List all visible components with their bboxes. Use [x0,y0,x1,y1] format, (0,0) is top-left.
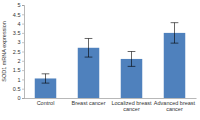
y-tick-label: 1 [17,77,20,83]
y-tick-mark [22,98,24,99]
y-axis: 0 0.5 1 1.5 2 2.5 3 3.5 4 4.5 5 [13,2,25,101]
y-tick-mark [22,42,24,43]
y-tick-mark [22,61,24,62]
y-tick: 4 [17,21,24,27]
y-tick-label: 3.5 [13,30,21,36]
y-tick-mark [22,89,24,90]
y-tick-label: 1.5 [13,67,21,73]
x-axis: Control Breast cancer Localized breastcanc… [25,98,197,112]
y-tick: 1 [17,77,24,83]
y-tick-mark [22,14,24,15]
x-tick-label: Localized breastcancer [111,100,152,112]
y-tick: 2.5 [13,49,24,55]
y-tick: 3 [17,39,24,45]
error-bar [42,74,50,83]
error-bar [85,38,93,57]
error-bar-line [42,74,50,83]
error-bar-line [171,23,179,43]
y-tick-mark [22,79,24,80]
x-tick: Control [37,98,55,106]
x-tick-label: Control [37,100,55,106]
y-tick-label: 5 [17,2,20,8]
y-tick: 2 [17,58,24,64]
y-tick: 1.5 [13,67,24,73]
error-bar-line [85,38,93,57]
y-tick: 0.5 [13,86,24,92]
error-bar-line [128,52,136,67]
error-bar [171,23,179,43]
plot: 0 0.5 1 1.5 2 2.5 3 3.5 4 4.5 5 Control Breast cance… [13,2,197,112]
marks [35,23,186,98]
y-tick-label: 2.5 [13,49,21,55]
y-tick-label: 4.5 [13,12,21,18]
x-tick-label: Advanced breastcancer [154,100,196,112]
y-tick-label: 2 [17,58,20,64]
y-tick: 4.5 [13,12,24,18]
y-tick: 5 [17,2,24,8]
x-tick-label: Breast cancer [72,100,106,106]
y-tick-mark [22,5,24,6]
y-axis-line [22,6,25,99]
y-tick-mark [22,52,24,53]
x-tick: Advanced breastcancer [154,98,196,112]
y-tick-mark [22,24,24,25]
x-tick: Localized breastcancer [111,98,152,112]
y-tick-mark [22,70,24,71]
y-axis-title: SOD1 mRNA expression [1,21,7,82]
y-tick-label: 4 [17,21,20,27]
y-tick-label: 3 [17,39,20,45]
x-axis-line [25,98,197,99]
y-tick: 0 [17,95,24,101]
error-bar [128,52,136,67]
y-tick-label: 0.5 [13,86,21,92]
y-tick-mark [22,33,24,34]
chart: 0 0.5 1 1.5 2 2.5 3 3.5 4 4.5 5 Control Breast cance… [0,0,200,120]
y-tick: 3.5 [13,30,24,36]
y-tick-label: 0 [17,95,20,101]
x-tick: Breast cancer [72,98,106,106]
